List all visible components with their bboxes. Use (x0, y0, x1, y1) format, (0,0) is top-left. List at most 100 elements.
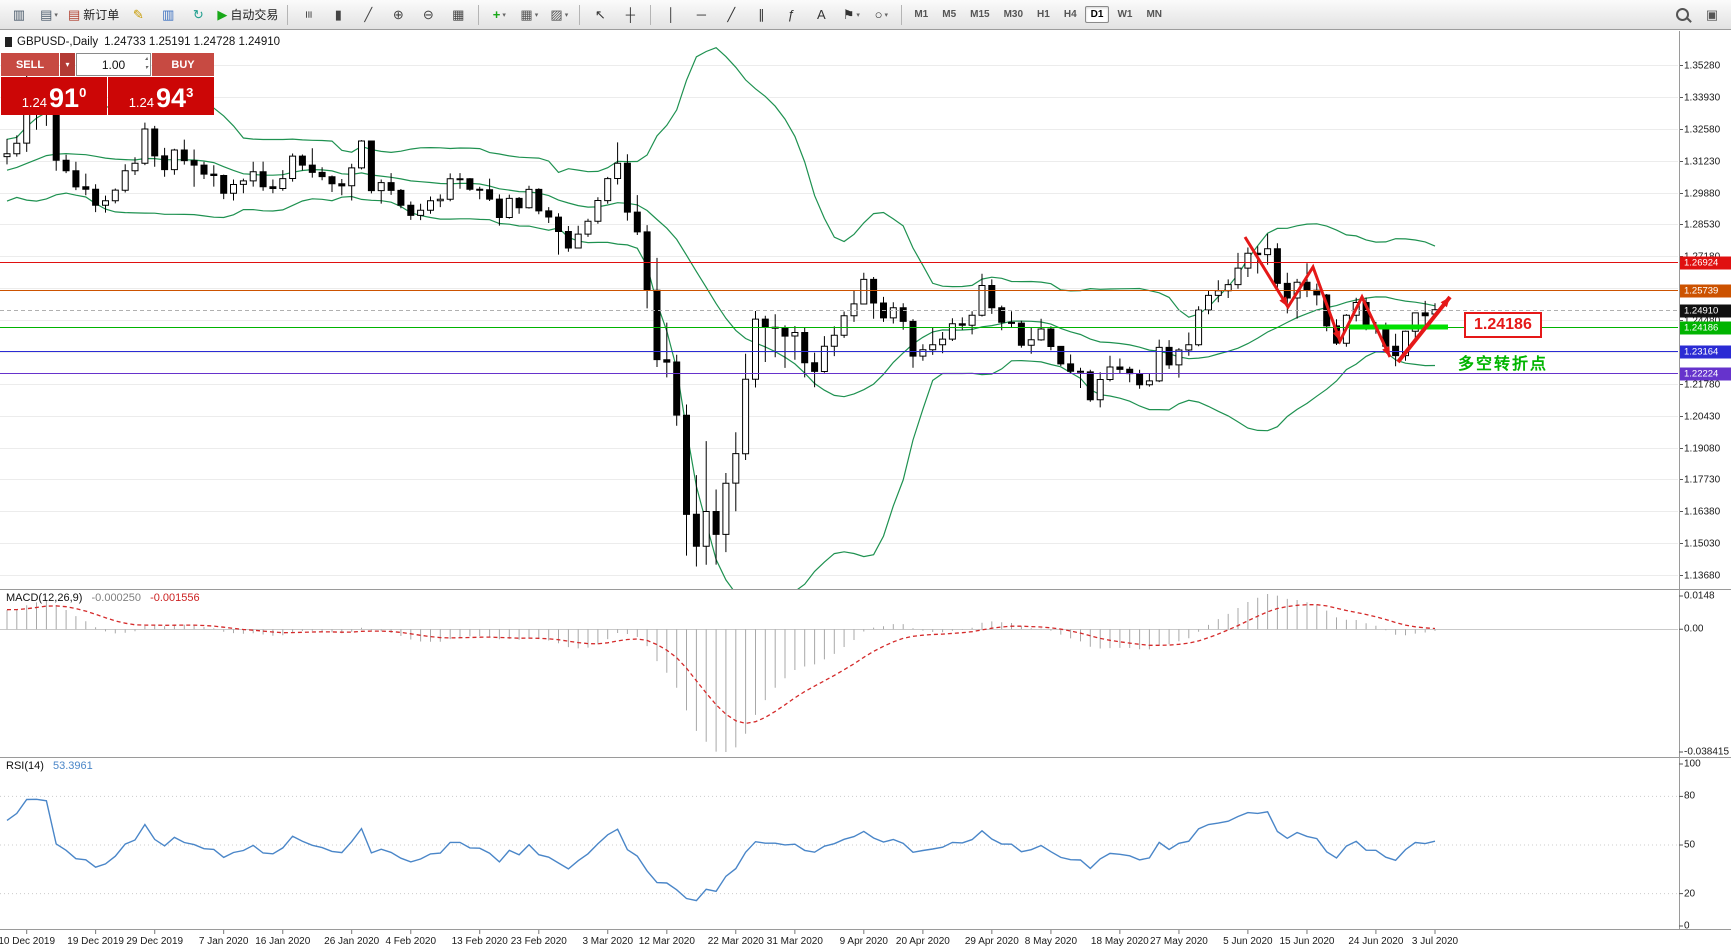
bars-mode-icon[interactable]: ≡ (294, 4, 322, 26)
price-tag: 1.24910 (1680, 304, 1731, 317)
macd-indicator-label: MACD(12,26,9) -0.000250 -0.001556 (6, 592, 200, 604)
timeframe-w1-button[interactable]: W1 (1117, 9, 1133, 20)
new-order-button[interactable]: ▤ 新订单 (65, 4, 122, 26)
price-axis-label: 1.21780 (1684, 379, 1721, 390)
periods-list-caret-icon[interactable]: ▾ (534, 11, 539, 19)
buy-price-base: 1.24 (128, 95, 155, 110)
new-chart-icon[interactable]: ▥ (5, 4, 33, 26)
buy-price-big: 94 (156, 83, 187, 113)
candles-mode-icon[interactable]: ▮ (324, 4, 352, 26)
horizontal-line-icon[interactable]: ─ (687, 4, 715, 26)
autotrading-button[interactable]: ▶ 自动交易 (214, 4, 281, 26)
tile-windows-icon[interactable]: ▦ (444, 4, 472, 26)
timeframe-m1-button[interactable]: M1 (914, 9, 929, 20)
timeframe-h4-button[interactable]: H4 (1063, 9, 1077, 20)
chart-symbol-period: GBPUSD-,Daily (17, 36, 99, 48)
profiles-caret-icon[interactable]: ▾ (54, 11, 58, 19)
chart-shift-icon[interactable]: ▣ (1705, 6, 1719, 22)
zoom-in-icon[interactable]: ⊕ (384, 4, 412, 26)
price-axis-label: 1.33930 (1684, 92, 1721, 103)
timeframe-m30-button[interactable]: M30 (1003, 9, 1024, 20)
profiles-icon[interactable]: ▤ ▾ (35, 4, 63, 26)
timeframe-d1-button[interactable]: D1 (1084, 6, 1110, 23)
rsi-axis-label: 80 (1684, 790, 1696, 802)
time-axis-label: 22 Mar 2020 (707, 936, 764, 947)
buy-button[interactable]: BUY (152, 53, 214, 76)
line-mode-icon[interactable]: ╱ (354, 4, 382, 26)
new-order-label: 新订单 (83, 8, 120, 22)
price-tag: 1.23164 (1680, 345, 1731, 358)
timeframe-m5-button[interactable]: M5 (942, 9, 957, 20)
time-axis-label: 29 Dec 2019 (126, 936, 184, 947)
sell-price-big: 91 (49, 83, 80, 113)
templates-icon[interactable]: ▨ ▾ (545, 4, 573, 26)
indicators-add-caret-icon[interactable]: ▾ (502, 11, 506, 19)
time-axis-label: 15 Jun 2020 (1279, 936, 1335, 947)
macd-panel[interactable] (0, 590, 1678, 757)
price-tag: 1.22224 (1680, 367, 1731, 380)
indicators-add-glyph: + (492, 7, 501, 22)
profiles-glyph: ▤ (40, 6, 53, 22)
sell-price-display[interactable]: 1.24 91 0 (1, 77, 107, 115)
indicators-add-icon[interactable]: + ▾ (485, 4, 513, 26)
macd-axis-label: 0.0148 (1684, 590, 1715, 602)
time-axis-label: 20 Apr 2020 (895, 936, 950, 947)
search-icon[interactable] (1668, 4, 1696, 26)
metaeditor-icon[interactable]: ✎ (124, 4, 152, 26)
text-tool-icon[interactable]: A (807, 4, 835, 26)
vertical-line-icon[interactable]: │ (657, 4, 685, 26)
metaeditor-glyph: ✎ (132, 6, 144, 22)
candles-mode-glyph: ▮ (334, 6, 342, 22)
shapes-tool-caret-icon[interactable]: ▾ (884, 11, 889, 19)
shapes-tool-icon[interactable]: ○ ▾ (867, 4, 895, 26)
periods-list-icon[interactable]: ▦ ▾ (515, 4, 543, 26)
chart-canvas[interactable] (0, 31, 1678, 589)
market-watch-icon[interactable]: ▥ (154, 4, 182, 26)
arrows-tool-icon[interactable]: ⚑ ▾ (837, 4, 865, 26)
price-axis-label: 1.20430 (1684, 411, 1721, 422)
time-axis-label: 23 Feb 2020 (510, 936, 567, 947)
time-axis-label: 13 Feb 2020 (451, 936, 508, 947)
time-axis-label: 5 Jun 2020 (1223, 936, 1273, 947)
price-axis-label: 1.32580 (1684, 124, 1721, 135)
timeframe-m15-button[interactable]: M15 (970, 9, 990, 20)
rsi-name: RSI(14) (6, 760, 44, 772)
refresh-icon[interactable]: ↻ (184, 4, 212, 26)
magnifier-glyph (1675, 8, 1689, 21)
arrows-tool-caret-icon[interactable]: ▾ (856, 11, 860, 19)
rsi-panel[interactable] (0, 758, 1678, 929)
toolbar-divider (579, 4, 581, 25)
equidistant-channel-glyph: ∥ (758, 6, 765, 22)
horizontal-line-glyph: ─ (696, 7, 706, 22)
price-axis-label: 1.29880 (1684, 188, 1721, 199)
sell-button[interactable]: SELL (1, 53, 59, 76)
equidistant-channel-icon[interactable]: ∥ (747, 4, 775, 26)
time-axis-label: 18 May 2020 (1090, 936, 1149, 947)
zoom-out-icon[interactable]: ⊖ (414, 4, 442, 26)
price-tag: 1.25739 (1680, 284, 1731, 297)
fibonacci-icon[interactable]: ƒ (777, 4, 805, 26)
fibonacci-glyph: ƒ (787, 7, 795, 22)
price-axis-label: 1.24480 (1684, 315, 1720, 326)
volume-spinner[interactable]: ▴ ▾ (144, 56, 148, 71)
toolbar-divider (650, 4, 652, 25)
toolbar-divider (287, 4, 289, 25)
price-axis-label: 1.13680 (1684, 570, 1721, 581)
buy-price-display[interactable]: 1.24 94 3 (108, 77, 214, 115)
timeframe-h1-button[interactable]: H1 (1037, 9, 1050, 20)
trendline-icon[interactable]: ╱ (717, 4, 745, 26)
volume-input[interactable]: 1.00 ▴ ▾ (76, 53, 151, 76)
price-axis-label: 1.17730 (1684, 474, 1721, 485)
turning-point-label: 多空转折点 (1458, 356, 1549, 373)
sell-options-caret-icon[interactable]: ▾ (60, 53, 75, 76)
macd-name: MACD(12,26,9) (6, 592, 83, 604)
timeframe-mn-button[interactable]: MN (1146, 9, 1162, 20)
cursor-icon[interactable]: ↖ (586, 4, 614, 26)
templates-caret-icon[interactable]: ▾ (564, 11, 569, 19)
rsi-indicator-label: RSI(14) 53.3961 (6, 760, 93, 772)
rsi-axis-label: 20 (1684, 888, 1696, 900)
market-watch-glyph: ▥ (162, 6, 175, 22)
sell-price-sup: 0 (79, 85, 87, 100)
toolbar-divider (901, 4, 903, 25)
crosshair-icon[interactable]: ┼ (616, 4, 644, 26)
